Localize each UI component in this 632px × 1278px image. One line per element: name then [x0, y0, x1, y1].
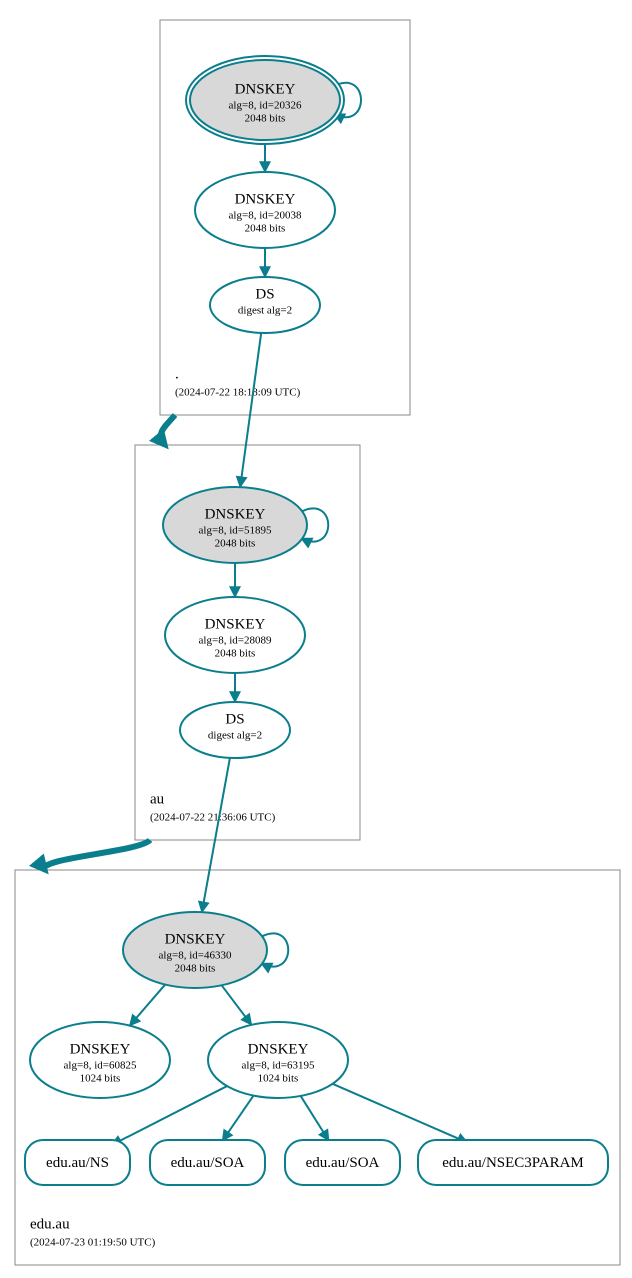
svg-text:DS: DS: [225, 711, 244, 727]
svg-text:2048 bits: 2048 bits: [175, 963, 216, 975]
zone-arrow: [161, 415, 175, 445]
edge: [301, 1096, 329, 1141]
svg-text:DNSKEY: DNSKEY: [165, 931, 226, 947]
svg-text:(2024-07-23 01:19:50 UTC): (2024-07-23 01:19:50 UTC): [30, 1237, 156, 1249]
svg-text:digest alg=2: digest alg=2: [208, 730, 262, 742]
svg-text:DNSKEY: DNSKEY: [235, 81, 296, 97]
svg-text:alg=8, id=20038: alg=8, id=20038: [229, 210, 302, 222]
svg-text:edu.au/NS: edu.au/NS: [46, 1155, 109, 1171]
svg-text:(2024-07-22 18:18:09 UTC): (2024-07-22 18:18:09 UTC): [175, 387, 301, 399]
svg-text:edu.au: edu.au: [30, 1216, 70, 1232]
node-n5: DNSKEY alg=8, id=280892048 bits: [165, 597, 305, 673]
svg-text:alg=8, id=20326: alg=8, id=20326: [229, 100, 302, 112]
svg-text:.: .: [175, 366, 179, 382]
svg-text:alg=8, id=51895: alg=8, id=51895: [199, 525, 272, 537]
svg-text:DNSKEY: DNSKEY: [205, 616, 266, 632]
zone-arrow: [44, 840, 150, 870]
svg-text:DNSKEY: DNSKEY: [248, 1041, 309, 1057]
svg-text:1024 bits: 1024 bits: [80, 1073, 121, 1085]
svg-text:2048 bits: 2048 bits: [215, 538, 256, 550]
svg-text:(2024-07-22 21:36:06 UTC): (2024-07-22 21:36:06 UTC): [150, 812, 276, 824]
edge: [222, 1096, 253, 1141]
svg-text:edu.au/SOA: edu.au/SOA: [306, 1155, 380, 1171]
svg-text:alg=8, id=28089: alg=8, id=28089: [199, 635, 272, 647]
svg-text:edu.au/NSEC3PARAM: edu.au/NSEC3PARAM: [442, 1155, 584, 1171]
node-n11: edu.au/SOA: [150, 1140, 265, 1185]
node-n2: DNSKEY alg=8, id=200382048 bits: [195, 172, 335, 248]
edge: [202, 758, 230, 912]
svg-text:DNSKEY: DNSKEY: [235, 191, 296, 207]
svg-text:2048 bits: 2048 bits: [215, 648, 256, 660]
svg-text:alg=8, id=63195: alg=8, id=63195: [242, 1060, 315, 1072]
edge: [333, 1084, 468, 1143]
node-n1: DNSKEY alg=8, id=203262048 bits: [186, 56, 344, 144]
dnssec-diagram: . (2024-07-22 18:18:09 UTC) au (2024-07-22 …: [0, 0, 632, 1278]
node-n13: edu.au/NSEC3PARAM: [418, 1140, 608, 1185]
edge: [130, 985, 165, 1026]
svg-text:digest alg=2: digest alg=2: [238, 305, 292, 317]
svg-text:2048 bits: 2048 bits: [245, 113, 286, 125]
svg-text:au: au: [150, 791, 165, 807]
svg-text:2048 bits: 2048 bits: [245, 223, 286, 235]
node-n9: DNSKEY alg=8, id=631951024 bits: [208, 1022, 348, 1098]
node-n7: DNSKEY alg=8, id=463302048 bits: [123, 912, 267, 988]
svg-text:alg=8, id=46330: alg=8, id=46330: [159, 950, 232, 962]
node-n8: DNSKEY alg=8, id=608251024 bits: [30, 1022, 170, 1098]
svg-text:DS: DS: [255, 286, 274, 302]
svg-text:DNSKEY: DNSKEY: [70, 1041, 131, 1057]
node-n4: DNSKEY alg=8, id=518952048 bits: [163, 487, 307, 563]
node-n3: DS digest alg=2: [210, 277, 320, 333]
node-n12: edu.au/SOA: [285, 1140, 400, 1185]
svg-text:edu.au/SOA: edu.au/SOA: [171, 1155, 245, 1171]
node-n10: edu.au/NS: [25, 1140, 130, 1185]
svg-text:alg=8, id=60825: alg=8, id=60825: [64, 1060, 137, 1072]
svg-text:DNSKEY: DNSKEY: [205, 506, 266, 522]
svg-text:1024 bits: 1024 bits: [258, 1073, 299, 1085]
node-n6: DS digest alg=2: [180, 702, 290, 758]
edge: [222, 985, 252, 1025]
edge: [240, 333, 261, 487]
